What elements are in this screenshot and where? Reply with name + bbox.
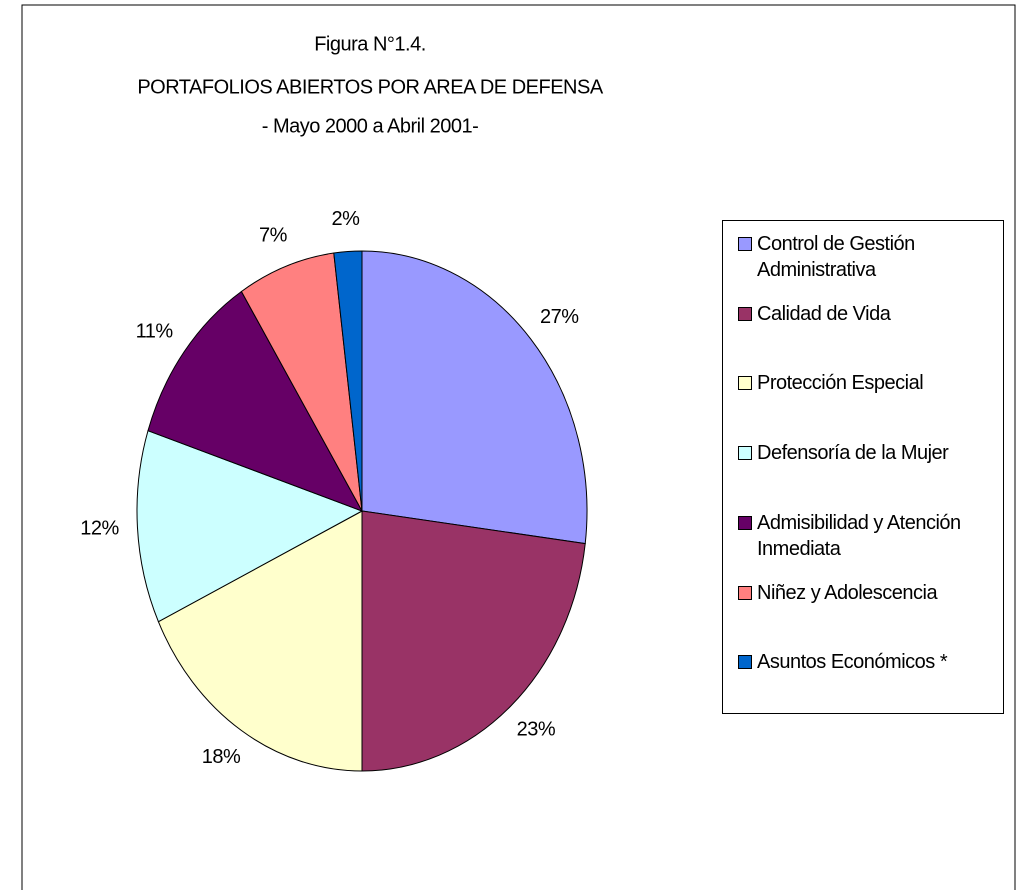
data-label: 27% <box>540 306 579 328</box>
data-label: 2% <box>332 208 361 230</box>
legend-label: Niñez y Adolescencia <box>757 581 938 604</box>
pie-slice <box>333 250 363 512</box>
legend-swatch <box>738 306 752 321</box>
legend-item: Defensoría de la Mujer <box>737 440 999 466</box>
legend-swatch <box>738 446 752 461</box>
chart-title: - Mayo 2000 a Abril 2001- <box>262 115 479 137</box>
legend-swatch <box>738 515 752 530</box>
legend-item: Control de Gestión Administrativa <box>737 231 999 283</box>
pie-slice <box>240 252 363 512</box>
data-label: 11% <box>136 320 174 342</box>
chart-title: PORTAFOLIOS ABIERTOS POR AREA DE DEFENSA <box>137 76 603 98</box>
legend-label: Calidad de Vida <box>757 302 891 325</box>
data-label: 23% <box>517 718 556 740</box>
legend-label: Defensoría de la Mujer <box>757 442 949 465</box>
legend-swatch <box>738 376 752 391</box>
pie-slice <box>136 429 364 623</box>
legend-swatch <box>738 585 752 600</box>
pie-slice <box>361 510 586 772</box>
legend-label: Control de Gestión Administrativa <box>757 233 915 281</box>
legend-item: Niñez y Adolescencia <box>737 580 999 606</box>
legend-label: Admisibilidad y Atención Inmediata <box>757 511 961 560</box>
pie-slice <box>361 250 588 545</box>
legend-label: Asuntos Económicos * <box>757 651 948 674</box>
data-label: 18% <box>202 746 241 768</box>
legend-item: Asuntos Económicos * <box>737 649 999 675</box>
legend-swatch <box>738 237 752 251</box>
legend-item: Calidad de Vida <box>737 301 999 327</box>
legend-swatch <box>738 655 752 670</box>
data-label: 7% <box>259 225 288 247</box>
legend: Control de Gestión Administrativa Calidad… <box>722 220 1004 714</box>
legend-label: Protección Especial <box>757 372 924 395</box>
legend-item: Protección Especial <box>737 370 999 396</box>
pie-slice <box>157 510 363 772</box>
data-label: 12% <box>80 518 119 540</box>
pie-slice <box>147 290 364 512</box>
legend-item: Admisibilidad y Atención Inmediata <box>737 510 999 562</box>
chart-title: Figura N°1.4. <box>314 33 426 55</box>
